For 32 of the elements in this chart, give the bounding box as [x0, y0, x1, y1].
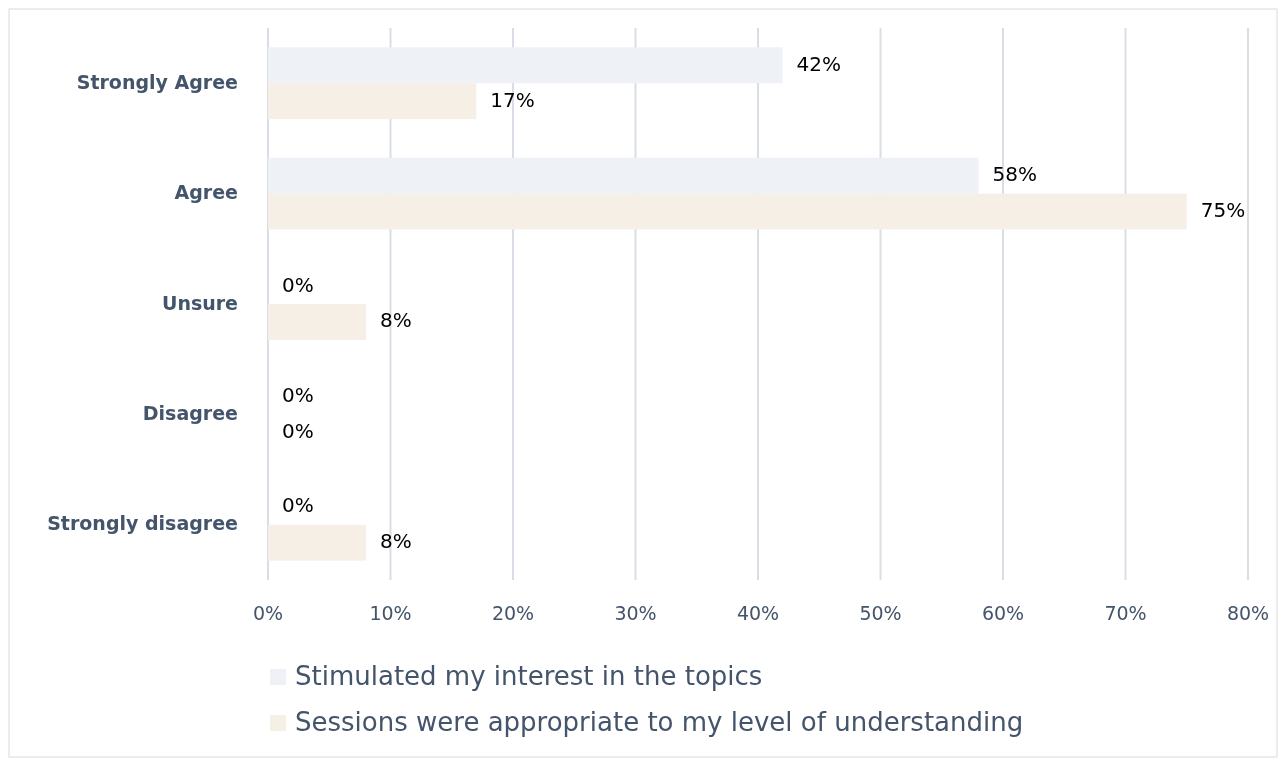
bar: [268, 47, 783, 84]
y-tick-label: Disagree: [142, 401, 238, 424]
legend-label: Stimulated my interest in the topics: [295, 660, 763, 691]
y-tick-label: Strongly disagree: [47, 512, 238, 535]
text: 75%: [1200, 198, 1246, 223]
text: 0%: [282, 382, 314, 407]
bar: [268, 304, 366, 340]
bar: [268, 524, 366, 561]
x-tick-label: 30%: [614, 602, 657, 624]
legend-label: Sessions were appropriate to my level of understanding: [295, 706, 1024, 737]
bar: [268, 193, 1187, 230]
x-tick-label: 20%: [491, 602, 535, 624]
y-tick-label: Agree: [174, 181, 238, 204]
x-tick-label: 40%: [736, 602, 780, 624]
text: 0%: [282, 493, 314, 518]
text: 8%: [380, 308, 412, 333]
text: 8%: [380, 529, 412, 554]
text: 0%: [282, 272, 314, 297]
x-tick-label: 80%: [1226, 602, 1270, 624]
x-tick-label: 70%: [1104, 602, 1147, 624]
bar: [268, 157, 979, 194]
text: 42%: [796, 51, 841, 76]
text: 0%: [282, 418, 314, 443]
text: 17%: [490, 87, 535, 112]
x-tick-label: 10%: [369, 602, 412, 624]
y-tick-label: Unsure: [161, 291, 238, 314]
text: 58%: [992, 162, 1037, 187]
x-tick-label: 60%: [981, 602, 1025, 624]
bar: [268, 83, 477, 120]
y-tick-label: Strongly Agree: [76, 70, 238, 93]
x-tick-label: 50%: [859, 602, 902, 624]
x-tick-label: 0%: [252, 602, 284, 624]
